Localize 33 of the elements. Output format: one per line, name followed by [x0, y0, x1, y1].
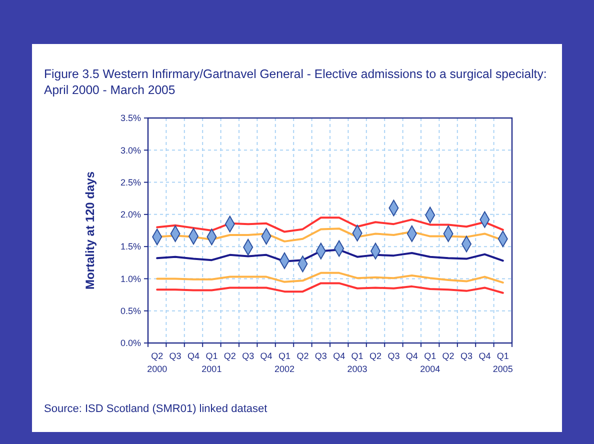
y-tick-label: 1.0%: [120, 274, 141, 284]
x-tick-label: Q1 2001: [202, 351, 222, 374]
x-tick-label: Q2: [296, 351, 309, 361]
x-tick-label: Q3: [460, 351, 473, 361]
x-tick-label: Q4: [260, 351, 272, 361]
x-tick-label: Q1 2005: [492, 351, 513, 374]
x-tick-label: Q1 2004: [420, 351, 440, 374]
x-tick-label: Q2 2000: [147, 351, 168, 374]
y-tick-label: 3.0%: [120, 145, 141, 156]
line-series: [156, 272, 504, 284]
x-tick-label: Q4: [478, 351, 491, 361]
x-tick-label: Q2: [442, 351, 454, 361]
x-tick-label: Q2: [224, 351, 236, 361]
y-tick-label: 2.0%: [120, 210, 141, 220]
y-axis-title: Mortality at 120 days: [83, 171, 97, 290]
x-tick-label: Q1 2003: [347, 351, 368, 374]
y-tick-label: 3.5%: [120, 113, 141, 124]
chart-title: Figure 3.5 Western Infirmary/Gartnavel General - Elective admissions to a surgical specialty: April 2000 - March 2005: [44, 67, 547, 97]
x-tick-label: Q3: [314, 351, 327, 361]
x-tick-label: Q3: [242, 351, 254, 361]
x-tick-label: Q4: [187, 351, 200, 361]
x-tick-label: Q1 2002: [274, 351, 295, 374]
x-tick-label: Q4: [406, 351, 418, 361]
x-tick-label: Q3: [388, 351, 400, 361]
source-note: Source: ISD Scotland (SMR01) linked dataset: [44, 403, 268, 415]
y-tick-label: 2.5%: [120, 177, 141, 188]
x-tick-label: Q4: [333, 351, 346, 361]
x-tick-label: Q2: [369, 351, 382, 361]
line-series: [156, 282, 504, 294]
y-tick-label: 0.0%: [120, 338, 141, 348]
y-tick-label: 0.5%: [120, 306, 141, 316]
x-tick-label: Q3: [169, 351, 182, 361]
y-tick-label: 1.5%: [120, 242, 141, 252]
